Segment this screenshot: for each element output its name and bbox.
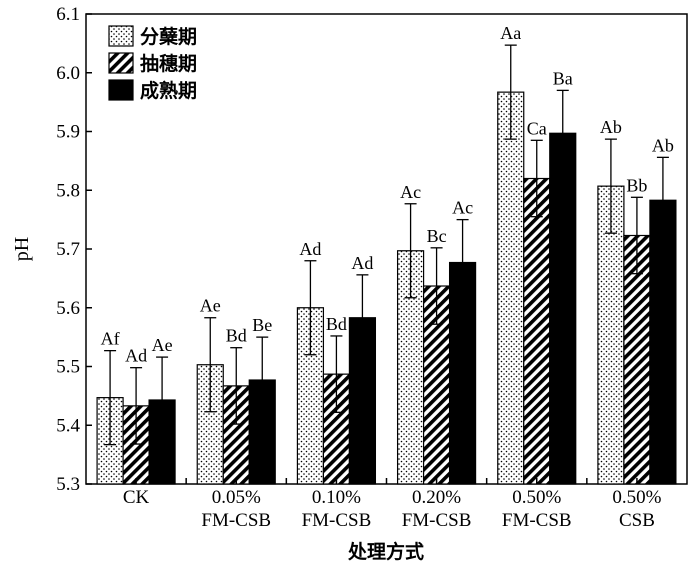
x-category-label: FM-CSB [402, 510, 472, 531]
y-tick-label: 5.6 [56, 298, 80, 319]
bar-significance-label: Aa [500, 23, 521, 43]
bar-significance-label: Ab [652, 135, 674, 155]
bar-significance-label: Bc [427, 226, 447, 246]
y-tick-label: 5.4 [56, 415, 80, 436]
x-axis: CK 0.05%FM-CSB0.10%FM-CSB0.20%FM-CSB0.50%… [123, 478, 662, 531]
y-tick-label: 5.8 [56, 180, 80, 201]
legend-swatch [108, 52, 134, 74]
x-category-label: 0.20% [412, 487, 461, 508]
bar-significance-label: Ad [299, 239, 321, 259]
y-tick-label: 5.3 [56, 474, 80, 495]
x-category-label: FM-CSB [502, 510, 572, 531]
x-category-label: CK [123, 487, 150, 508]
y-tick-label: 5.9 [56, 122, 80, 143]
bar-significance-label: Bb [626, 175, 647, 195]
y-tick-label: 6.1 [56, 4, 80, 25]
bar-significance-label: Ca [527, 118, 547, 138]
bar-significance-label: Ba [553, 68, 573, 88]
x-category-label: 0.05% [212, 487, 261, 508]
bar-significance-label: Ae [200, 296, 221, 316]
bar [597, 185, 625, 485]
bar-significance-label: Ac [400, 182, 421, 202]
bar-significance-label: Ac [452, 198, 473, 218]
bar-significance-label: Ad [125, 346, 147, 366]
x-category-label: FM-CSB [302, 510, 372, 531]
bar [497, 91, 525, 485]
x-category-label: 0.10% [312, 487, 361, 508]
y-tick-label: 6.0 [56, 63, 80, 84]
bar-significance-label: Be [252, 315, 272, 335]
y-axis-title: pH [11, 237, 33, 261]
x-category-label: 0.50% [512, 487, 561, 508]
y-tick-label: 5.7 [56, 239, 80, 260]
bar [549, 132, 577, 485]
bar-significance-label: Bd [326, 314, 347, 334]
bar-significance-label: Ae [152, 335, 173, 355]
legend-label: 抽穗期 [140, 52, 197, 75]
legend-swatch [108, 25, 134, 47]
x-axis-title: 处理方式 [347, 540, 424, 563]
bar-significance-label: Af [101, 329, 120, 349]
legend-swatch [108, 79, 134, 101]
bar-significance-label: Ab [600, 117, 622, 137]
bar-significance-label: Ad [351, 253, 373, 273]
legend-label: 分蘖期 [140, 26, 197, 48]
x-category-label: FM-CSB [201, 510, 271, 531]
legend-label: 成熟期 [140, 79, 197, 102]
x-category-label: CSB [619, 510, 655, 531]
y-tick-label: 5.5 [56, 357, 80, 378]
bar-significance-label: Bd [226, 326, 247, 346]
y-axis: 5.3 5.4 5.5 5.6 5.7 5.8 5.9 6.0 6.1 [56, 4, 92, 495]
x-category-label: 0.50% [612, 487, 661, 508]
bar [523, 177, 551, 485]
